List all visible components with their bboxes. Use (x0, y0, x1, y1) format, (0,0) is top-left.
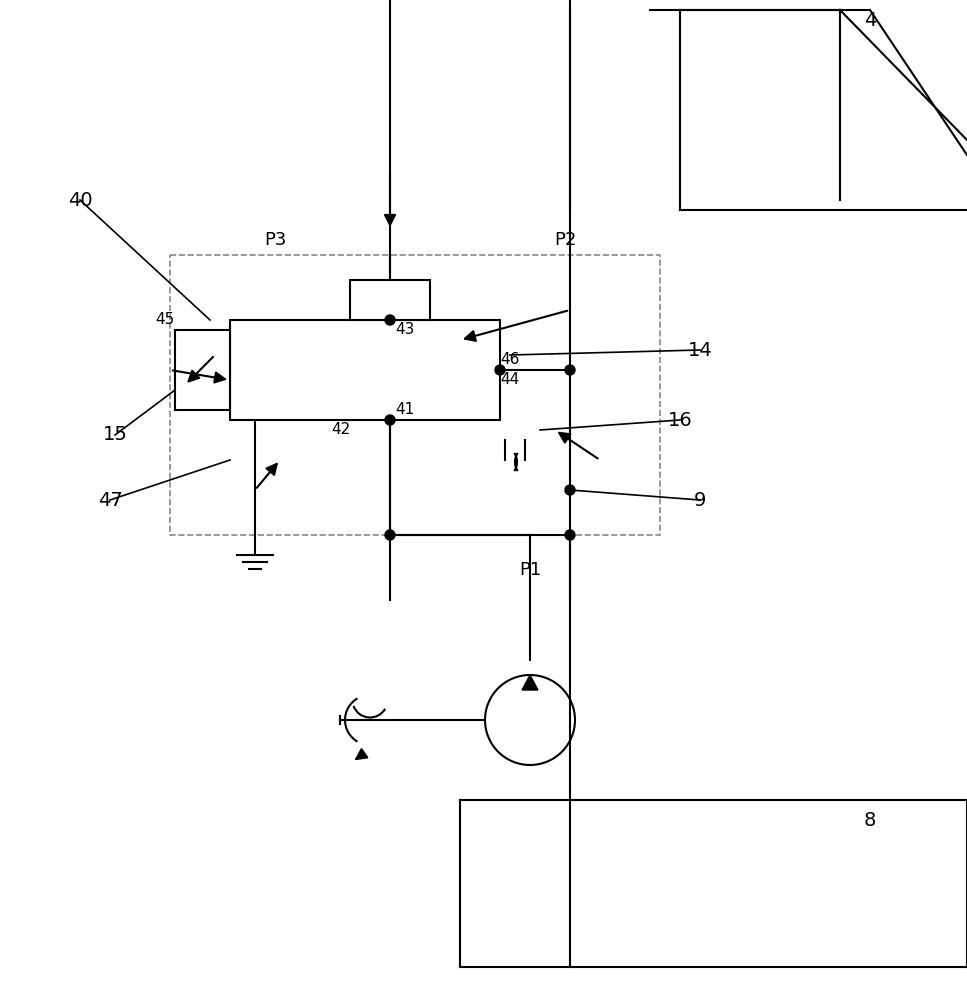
Text: 16: 16 (667, 410, 692, 430)
Text: 44: 44 (500, 372, 519, 387)
Text: 4: 4 (864, 10, 876, 29)
Text: 40: 40 (68, 190, 92, 210)
Text: 14: 14 (688, 340, 713, 360)
Bar (175, 330, 230, 410)
Text: 43: 43 (395, 322, 415, 338)
Text: 42: 42 (331, 422, 350, 438)
Bar (350, 280, 430, 320)
Text: P1: P1 (519, 561, 542, 579)
Circle shape (565, 530, 575, 540)
Text: 9: 9 (693, 490, 706, 510)
Text: P2: P2 (554, 231, 576, 249)
Text: 45: 45 (156, 312, 175, 328)
Circle shape (385, 315, 395, 325)
Circle shape (385, 415, 395, 425)
Circle shape (565, 365, 575, 375)
Bar (230, 320, 500, 420)
Circle shape (495, 365, 505, 375)
Text: 15: 15 (103, 426, 128, 444)
Text: 8: 8 (864, 810, 876, 830)
Text: 46: 46 (500, 353, 519, 367)
Circle shape (385, 530, 395, 540)
Text: 47: 47 (98, 490, 123, 510)
Polygon shape (522, 675, 538, 690)
Circle shape (565, 485, 575, 495)
Text: 41: 41 (395, 402, 414, 418)
Text: P3: P3 (264, 231, 286, 249)
